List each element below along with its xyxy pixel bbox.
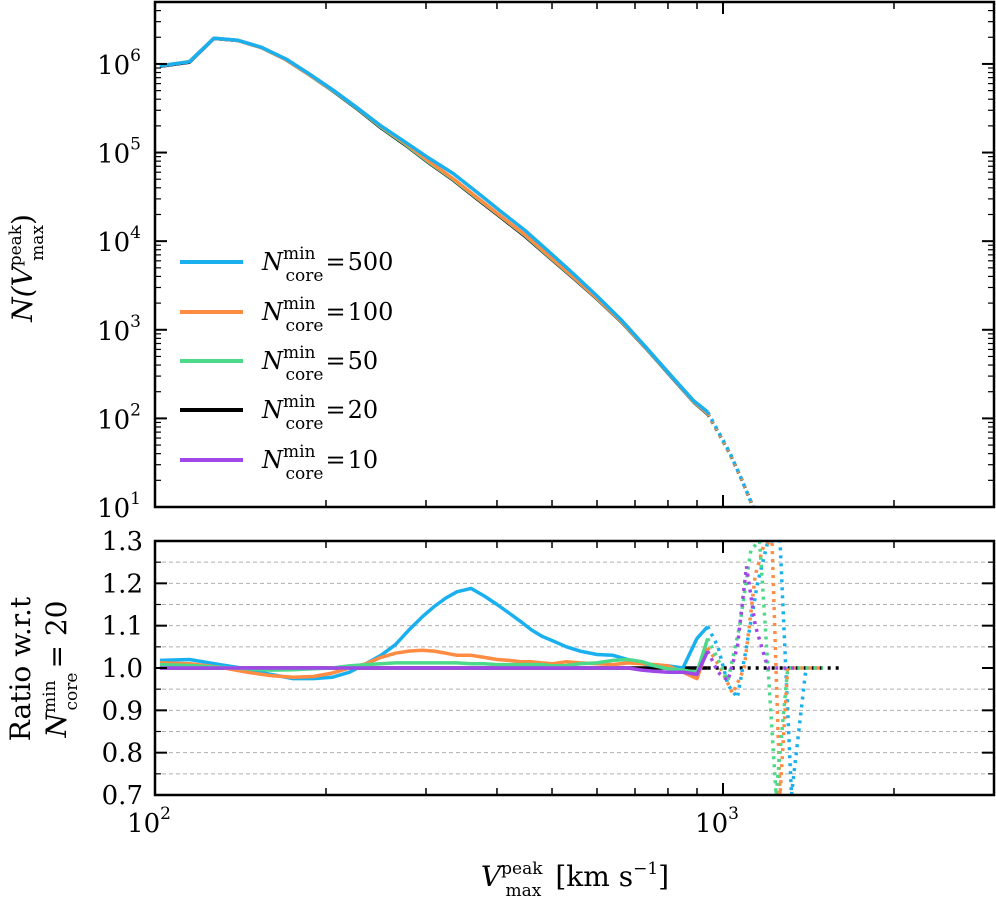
top-series-20-dotted (706, 413, 755, 507)
x-axis-label: Vpeak max [km s−1] (481, 859, 669, 900)
top-series-20-solid (159, 36, 709, 416)
top-y-tick-label: 106 (97, 46, 141, 81)
bottom-y-tick-label: 1.0 (102, 654, 143, 684)
bottom-y-tick-label: 0.8 (102, 739, 143, 769)
ratio-series-10-solid (159, 650, 710, 677)
bottom-y-tick-label: 0.9 (102, 696, 143, 726)
top-y-tick-label: 105 (97, 135, 141, 170)
x-tick-labels: 102 103 (127, 804, 739, 839)
top-series-500-solid (159, 36, 709, 414)
top-y-tick-label: 104 (97, 223, 141, 258)
top-y-tick-labels: 101 102 103 104 105 106 (97, 46, 141, 524)
legend-label-500: Nmin core=500 (261, 244, 393, 286)
bottom-y-tick-label: 0.7 (102, 781, 143, 811)
bottom-panel-frame (153, 539, 996, 797)
x-tick-label: 103 (695, 804, 739, 839)
bottom-y-axis-label-line2: Nmin core= 20 (40, 601, 82, 739)
top-series-500-dotted (706, 411, 755, 507)
top-y-tick-label: 101 (97, 489, 141, 524)
bottom-y-axis-label-line1: Ratio w.r.t (4, 596, 37, 741)
top-series-100-dotted (706, 412, 755, 507)
ratio-series-10-dotted (706, 566, 799, 684)
legend-label-100: Nmin core=100 (261, 294, 393, 336)
top-series-10-dotted (706, 413, 755, 507)
legend: Nmin core=500 Nmin core=100 Nmin core=50 Nmin c… (180, 244, 393, 484)
top-panel-frame (153, 0, 996, 509)
bottom-y-tick-labels: 0.7 0.8 0.9 1.0 1.1 1.2 1.3 (102, 527, 143, 811)
bottom-y-tick-label: 1.1 (102, 612, 143, 642)
bottom-y-tick-label: 1.2 (102, 569, 143, 599)
top-series-group (159, 36, 755, 507)
top-series-10-solid (159, 36, 709, 416)
top-series-100-solid (159, 36, 709, 415)
bottom-series-group (159, 541, 839, 795)
ratio-series-100-solid (159, 647, 710, 681)
x-tick-label: 102 (127, 804, 171, 839)
top-series-50-dotted (706, 412, 755, 507)
top-y-tick-label: 103 (97, 312, 141, 347)
top-y-tick-label: 102 (97, 400, 141, 435)
ratio-series-500-solid (159, 586, 710, 681)
legend-label-10: Nmin core=10 (261, 442, 378, 484)
bottom-y-tick-label: 1.3 (102, 527, 143, 557)
bottom-gridlines (155, 540, 994, 775)
top-series-50-solid (159, 36, 709, 416)
top-panel: 101 102 103 104 105 106 N(Vpeak max) Nmin core=… (6, 0, 996, 524)
bottom-panel: 0.7 0.8 0.9 1.0 1.1 1.2 1.3 Ratio w.r.t Nmin co… (4, 527, 996, 811)
legend-label-50: Nmin core=50 (261, 343, 378, 385)
ratio-series-500-dotted (706, 541, 820, 795)
legend-label-20: Nmin core=20 (261, 392, 378, 434)
top-y-axis-label: N(Vpeak max) (6, 214, 48, 323)
